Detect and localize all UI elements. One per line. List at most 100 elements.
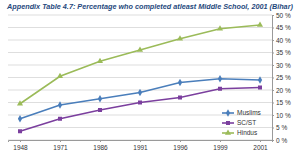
x-tick: 1999: [213, 140, 228, 151]
legend-label: Muslims: [237, 109, 262, 116]
y-tick-label: 30 %: [276, 62, 291, 69]
y-tick-mark: [272, 128, 274, 129]
series-line: [20, 79, 260, 119]
x-tick-label: 1991: [133, 144, 148, 151]
x-tick: 1986: [93, 140, 108, 151]
legend-marker: [226, 109, 230, 116]
x-tick-mark: [220, 140, 221, 142]
grid-line: [8, 52, 272, 53]
x-tick-label: 2001: [253, 144, 268, 151]
y-tick-mark: [272, 78, 274, 79]
legend-label: Hindus: [237, 129, 258, 136]
x-tick-mark: [260, 140, 261, 142]
marker: [258, 76, 262, 83]
legend-marker: [225, 129, 231, 134]
y-tick-label: 15 %: [276, 99, 291, 106]
series-markers: [18, 86, 262, 134]
marker: [138, 89, 142, 96]
marker: [137, 46, 143, 51]
marker: [97, 58, 103, 63]
marker: [18, 115, 22, 122]
marker: [58, 117, 62, 121]
y-tick-mark: [272, 103, 274, 104]
x-tick-mark: [20, 140, 21, 142]
y-tick-label: 50 %: [276, 12, 291, 19]
legend-marker: [226, 121, 230, 125]
marker: [218, 87, 222, 91]
y-tick-label: 45 %: [276, 24, 291, 31]
y-tick-mark: [272, 115, 274, 116]
title: Appendix Table 4.7: Percentage who compl…: [6, 2, 293, 11]
x-tick: 1948: [13, 140, 28, 151]
y-tick-mark: [272, 53, 274, 54]
marker: [58, 101, 62, 108]
chart: Appendix Table 4.7: Percentage who compl…: [0, 0, 300, 157]
grid-line: [8, 115, 272, 116]
x-tick-mark: [100, 140, 101, 142]
y-tick: 5 %: [272, 124, 287, 131]
y-tick-label: 40 %: [276, 37, 291, 44]
grid-line: [8, 40, 272, 41]
grid-line: [8, 77, 272, 78]
y-tick: 10 %: [272, 112, 291, 119]
y-tick-mark: [272, 28, 274, 29]
y-tick-mark: [272, 40, 274, 41]
x-tick-label: 1996: [173, 144, 188, 151]
grid-line: [8, 15, 272, 16]
y-tick: 45 %: [272, 24, 291, 31]
plot-marks: [17, 21, 263, 133]
y-tick-label: 10 %: [276, 112, 291, 119]
grid: [8, 15, 272, 140]
series-markers: [17, 21, 263, 105]
x-tick: 1991: [133, 140, 148, 151]
marker: [178, 96, 182, 100]
y-tick-label: 35 %: [276, 49, 291, 56]
legend-item: Hindus: [222, 129, 258, 136]
x-tick: 1971: [53, 140, 68, 151]
x-tick-label: 1986: [93, 144, 108, 151]
legend: MuslimsSC/STHindus: [222, 109, 262, 136]
x-axis: 1948 1971 1986 1991 1996 1999 2001: [9, 140, 273, 151]
series-line: [20, 88, 260, 132]
x-tick-mark: [140, 140, 141, 142]
x-tick-label: 1971: [53, 144, 68, 151]
marker: [178, 79, 182, 86]
marker: [98, 108, 102, 112]
x-axis-line: [9, 141, 273, 143]
x-tick: 1996: [173, 140, 188, 151]
marker: [217, 25, 223, 30]
marker: [18, 129, 22, 133]
y-tick-label: 5 %: [276, 124, 287, 131]
y-tick: 50 %: [272, 12, 291, 19]
x-tick-label: 1948: [13, 144, 28, 151]
y-tick-mark: [272, 65, 274, 66]
y-tick: 15 %: [272, 99, 291, 106]
y-tick: 25 %: [272, 74, 291, 81]
marker: [258, 86, 262, 90]
y-axis: 0 % 5 % 10 % 15 % 20 % 25 % 30 % 35 % 40 % 45 % 50…: [272, 12, 291, 144]
y-tick-label: 0 %: [276, 137, 287, 144]
marker: [257, 21, 263, 26]
grid-line: [8, 65, 272, 66]
y-tick-mark: [272, 15, 274, 16]
y-tick-mark: [272, 90, 274, 91]
y-tick: 0 %: [272, 137, 287, 144]
y-tick: 35 %: [272, 49, 291, 56]
y-tick: 40 %: [272, 37, 291, 44]
y-tick-label: 20 %: [276, 87, 291, 94]
marker: [57, 73, 63, 78]
series-markers: [18, 75, 262, 122]
marker: [138, 101, 142, 105]
y-tick-label: 25 %: [276, 74, 291, 81]
legend-item: Muslims: [222, 109, 262, 116]
marker: [218, 75, 222, 82]
x-tick: 2001: [253, 140, 268, 151]
x-tick-mark: [60, 140, 61, 142]
y-tick: 30 %: [272, 62, 291, 69]
x-tick-mark: [180, 140, 181, 142]
x-tick-label: 1999: [213, 144, 228, 151]
grid-line: [8, 127, 272, 128]
marker: [98, 95, 102, 102]
marker: [177, 35, 183, 40]
y-tick: 20 %: [272, 87, 291, 94]
